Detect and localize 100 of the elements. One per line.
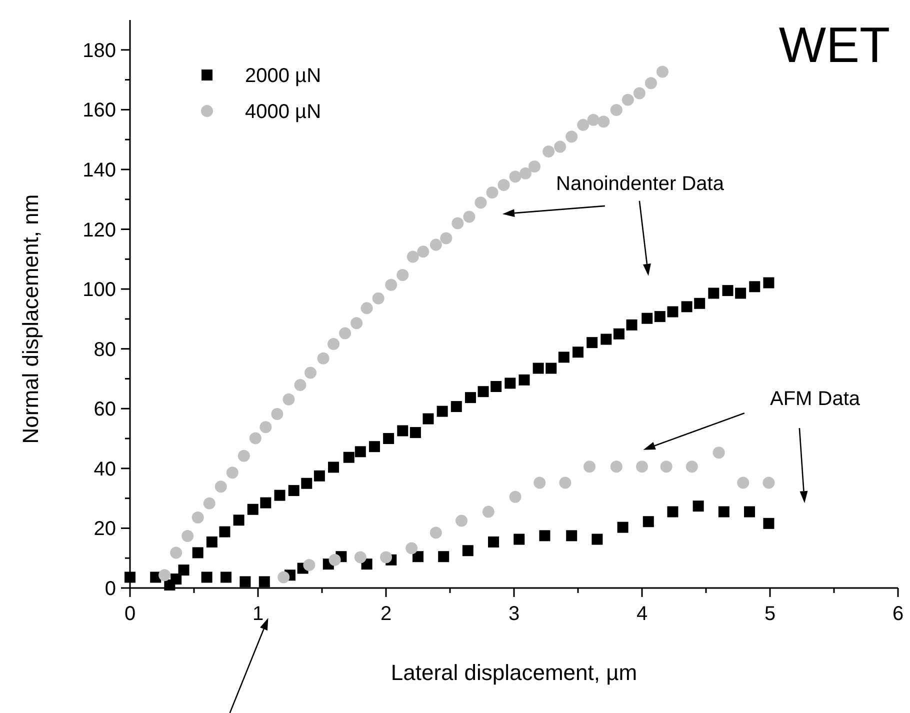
point: [622, 94, 634, 106]
y-axis-title: Normal displacement, nm: [18, 194, 43, 444]
y-tick-label: 40: [94, 458, 116, 480]
point: [763, 518, 774, 529]
point: [463, 210, 476, 223]
point: [158, 569, 171, 582]
point: [271, 408, 284, 420]
point: [572, 346, 584, 358]
point: [314, 470, 325, 482]
point: [737, 476, 750, 489]
point: [233, 514, 244, 526]
point: [610, 460, 622, 473]
point: [260, 421, 272, 434]
point: [558, 352, 570, 363]
point: [686, 460, 698, 473]
point: [450, 401, 462, 412]
point: [192, 511, 204, 524]
point: [546, 362, 557, 374]
point: [328, 462, 340, 473]
point: [490, 381, 502, 392]
point: [436, 406, 448, 417]
chart-title: WET: [778, 17, 890, 73]
point: [317, 352, 330, 364]
point: [430, 526, 442, 539]
point: [278, 571, 290, 584]
point: [339, 327, 352, 340]
point: [396, 269, 409, 281]
point: [452, 217, 464, 230]
point: [350, 317, 363, 330]
point: [294, 379, 306, 392]
point: [762, 476, 775, 489]
x-axis-title: Lateral displacement, µm: [390, 660, 638, 685]
point: [206, 536, 218, 548]
point: [343, 452, 354, 463]
point: [385, 278, 398, 291]
point: [422, 413, 434, 424]
point: [744, 506, 756, 518]
point: [559, 476, 572, 489]
point: [667, 506, 678, 518]
x-tick-label: 1: [252, 603, 264, 625]
point: [170, 574, 182, 585]
point: [240, 576, 251, 588]
point: [504, 378, 516, 389]
annotation: Nanoindenter Data: [556, 173, 725, 195]
y-tick-label: 180: [82, 40, 116, 62]
point: [274, 490, 286, 501]
point: [520, 167, 532, 180]
y-tick-label: 80: [94, 338, 116, 361]
point: [586, 337, 598, 348]
point: [354, 551, 366, 564]
y-tick-label: 140: [82, 159, 116, 182]
x-tick-label: 4: [636, 603, 648, 625]
point: [238, 450, 250, 462]
point: [660, 460, 672, 473]
point: [712, 446, 725, 459]
point: [708, 288, 720, 299]
point: [178, 564, 190, 576]
point: [328, 338, 340, 350]
point: [514, 534, 525, 545]
point: [566, 530, 578, 542]
point: [360, 302, 373, 314]
point: [380, 551, 392, 564]
point: [554, 140, 566, 153]
y-tick-label: 160: [82, 100, 116, 122]
point: [694, 298, 706, 309]
legend-label: 2000 µN: [245, 65, 322, 87]
legend-label: 4000 µN: [245, 101, 322, 123]
point: [249, 432, 262, 444]
point: [509, 170, 522, 183]
point: [192, 547, 204, 558]
point: [260, 497, 272, 508]
point: [397, 425, 408, 436]
point: [486, 186, 498, 198]
point: [592, 534, 603, 545]
point: [654, 311, 666, 322]
point: [440, 232, 452, 244]
point: [667, 306, 678, 318]
point: [214, 480, 227, 493]
point: [182, 530, 194, 542]
point: [464, 392, 476, 404]
point: [636, 460, 648, 473]
x-tick-label: 5: [764, 603, 776, 625]
point: [226, 466, 238, 479]
point: [170, 546, 182, 559]
point: [584, 460, 596, 473]
point: [303, 558, 316, 571]
point: [410, 427, 421, 438]
point: [219, 526, 230, 538]
y-tick-label: 60: [94, 398, 116, 421]
point: [383, 433, 394, 444]
point: [203, 497, 216, 510]
point: [566, 130, 578, 143]
point: [430, 238, 442, 251]
point: [542, 146, 555, 158]
point: [478, 386, 489, 398]
point: [368, 441, 380, 452]
point: [718, 506, 730, 518]
point: [600, 334, 612, 345]
point: [692, 500, 704, 512]
point: [633, 87, 646, 100]
